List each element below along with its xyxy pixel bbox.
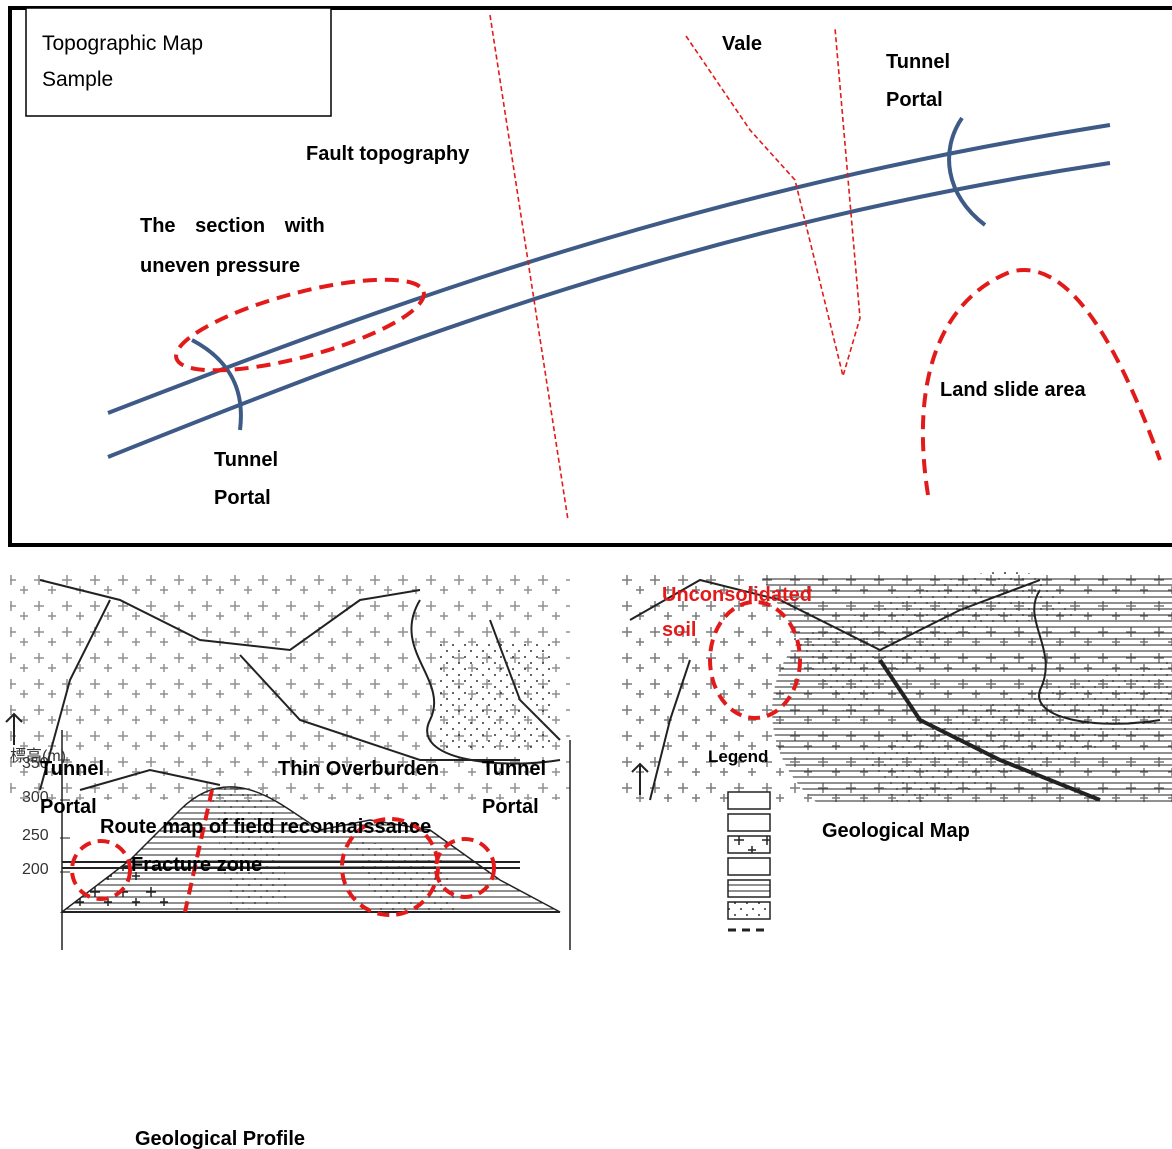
label: The section with — [140, 207, 325, 245]
map-title: Topographic Map — [42, 26, 203, 62]
label: Land slide area — [940, 371, 1086, 409]
label: Tunnel — [482, 750, 546, 788]
axis-label: 200 — [22, 860, 49, 880]
caption: Geological Map — [822, 812, 970, 850]
legend-title: Legend — [708, 738, 768, 776]
label: Portal — [482, 788, 539, 826]
label: Thin Overburden — [278, 750, 439, 788]
label: Tunnel — [40, 750, 104, 788]
label: Portal — [40, 788, 97, 826]
fault-lines — [490, 15, 860, 520]
label: Unconsolidated — [662, 583, 812, 607]
label: Tunnel — [214, 441, 278, 479]
label: uneven pressure — [140, 247, 300, 285]
drawing — [0, 0, 1172, 1149]
caption: Route map of field reconnaissance — [100, 808, 431, 846]
legend-symbols — [728, 792, 770, 930]
label: Portal — [886, 81, 943, 119]
label: Tunnel — [886, 43, 950, 81]
map-title: Sample — [42, 62, 113, 98]
page: Topographic Map Sample Vale Tunnel Porta… — [0, 0, 1172, 1149]
label: Vale — [722, 25, 762, 63]
caption: Geological Profile — [135, 1120, 305, 1149]
label: Fracture zone — [131, 846, 262, 884]
label: soil — [662, 618, 696, 642]
axis-label: 250 — [22, 826, 49, 846]
label: Fault topography — [306, 135, 469, 173]
label: Portal — [214, 479, 271, 517]
